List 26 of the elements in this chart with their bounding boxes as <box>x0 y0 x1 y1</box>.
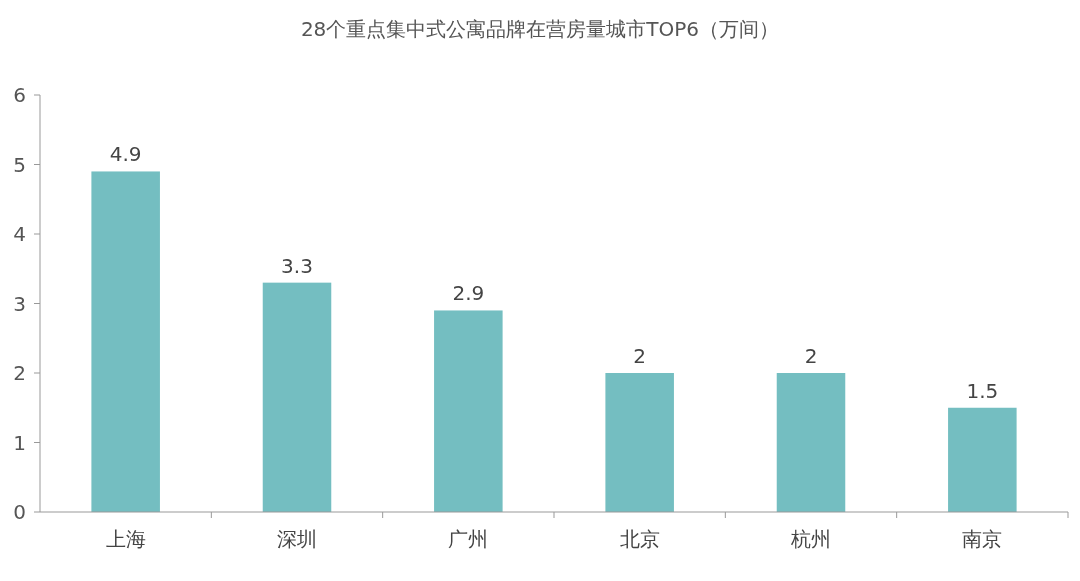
y-tick-label: 2 <box>13 361 26 385</box>
y-tick-label: 1 <box>13 430 26 455</box>
data-label: 2 <box>804 344 818 368</box>
data-label: 1.5 <box>966 378 999 403</box>
bar <box>91 171 160 512</box>
y-tick-label: 3 <box>13 291 26 316</box>
data-label: 2.9 <box>452 281 485 306</box>
x-tick-label: 深圳 <box>277 527 317 551</box>
bar <box>434 310 503 512</box>
x-tick-label: 北京 <box>619 527 660 551</box>
y-tick-label: 6 <box>13 83 26 107</box>
x-tick-label: 广州 <box>448 527 489 551</box>
bar <box>776 373 846 512</box>
x-tick-label: 上海 <box>105 527 146 551</box>
y-tick-label: 5 <box>13 152 26 177</box>
data-label: 2 <box>633 344 647 368</box>
y-tick-label: 4 <box>13 222 26 246</box>
bar <box>948 407 1017 512</box>
data-label: 3.3 <box>281 253 313 278</box>
y-tick-label: 0 <box>13 500 26 524</box>
x-tick-label: 杭州 <box>790 527 831 551</box>
chart-title: 28个重点集中式公寓品牌在营房量城市TOP6（万间） <box>300 17 780 41</box>
bar <box>605 373 674 512</box>
bar <box>262 282 332 512</box>
x-tick-label: 南京 <box>962 527 1003 551</box>
data-label: 4.9 <box>109 142 142 167</box>
